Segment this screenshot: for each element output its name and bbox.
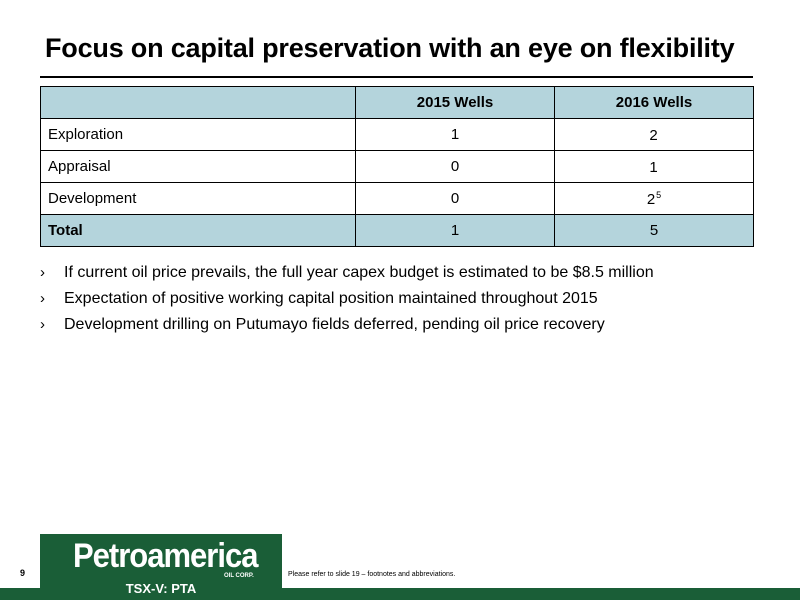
footnote-marker: 5 xyxy=(656,189,662,200)
wells-2016-value: 2 xyxy=(649,126,658,144)
wells-2015-value: 0 xyxy=(355,182,555,215)
chevron-right-icon: › xyxy=(40,316,45,333)
table-total-row: Total 1 5 xyxy=(40,214,754,247)
footnote-text: Please refer to slide 19 – footnotes and… xyxy=(288,571,456,578)
page-title: Focus on capital preservation with an ey… xyxy=(45,33,735,63)
wells-2016-cell: 1 xyxy=(554,150,754,183)
title-divider xyxy=(40,76,753,78)
wells-2016-value: 2 xyxy=(646,190,656,208)
row-label: Development xyxy=(40,182,356,215)
company-logo: Petroamerica OIL CORP. TSX-V: PTA xyxy=(40,534,282,600)
logo-subtitle: OIL CORP. xyxy=(224,573,254,579)
row-label: Exploration xyxy=(40,118,356,151)
row-label: Appraisal xyxy=(40,150,356,183)
logo-name: Petroamerica xyxy=(73,536,258,575)
wells-2016-cell: 2 xyxy=(554,118,754,151)
wells-2016-cell: 25 xyxy=(554,182,754,215)
table-row: Development 0 25 xyxy=(40,182,754,215)
bullet-list: › If current oil price prevails, the full… xyxy=(40,262,654,340)
bullet-text: If current oil price prevails, the full … xyxy=(64,264,654,281)
table-header-2016: 2016 Wells xyxy=(554,86,754,119)
list-item: › If current oil price prevails, the full… xyxy=(40,262,654,288)
total-label: Total xyxy=(40,214,356,247)
bullet-text: Development drilling on Putumayo fields … xyxy=(64,316,605,333)
bullet-text: Expectation of positive working capital … xyxy=(64,290,598,307)
table-header-2015: 2015 Wells xyxy=(355,86,555,119)
wells-2015-value: 0 xyxy=(355,150,555,183)
wells-table: 2015 Wells 2016 Wells Exploration 1 2 Ap… xyxy=(40,86,754,247)
table-header-empty xyxy=(40,86,356,119)
total-2016-value: 5 xyxy=(554,214,754,247)
table-row: Appraisal 0 1 xyxy=(40,150,754,183)
total-2015-value: 1 xyxy=(355,214,555,247)
list-item: › Development drilling on Putumayo fields… xyxy=(40,314,654,340)
chevron-right-icon: › xyxy=(40,290,45,307)
page-number: 9 xyxy=(20,568,26,578)
wells-2016-value: 1 xyxy=(649,158,658,176)
ticker-symbol: TSX-V: PTA xyxy=(125,581,197,596)
table-header-row: 2015 Wells 2016 Wells xyxy=(40,86,754,119)
wells-2015-value: 1 xyxy=(355,118,555,151)
chevron-right-icon: › xyxy=(40,264,45,281)
list-item: › Expectation of positive working capital… xyxy=(40,288,654,314)
table-row: Exploration 1 2 xyxy=(40,118,754,151)
